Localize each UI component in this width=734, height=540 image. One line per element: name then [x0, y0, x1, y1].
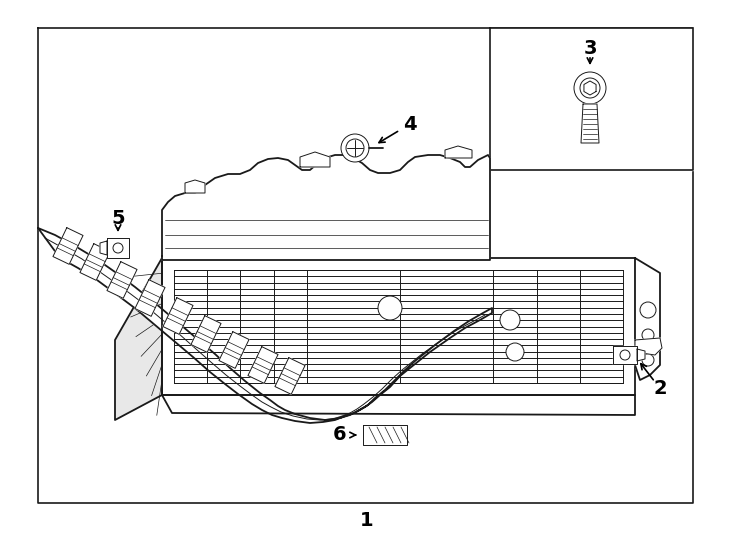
Text: 2: 2: [653, 379, 666, 397]
Polygon shape: [107, 238, 129, 258]
Circle shape: [113, 243, 123, 253]
Polygon shape: [275, 357, 305, 394]
Polygon shape: [135, 280, 165, 316]
Text: 1: 1: [360, 510, 374, 530]
Circle shape: [640, 302, 656, 318]
Circle shape: [642, 329, 654, 341]
Polygon shape: [635, 258, 660, 380]
Circle shape: [642, 354, 654, 366]
Polygon shape: [107, 262, 137, 298]
Polygon shape: [163, 298, 193, 334]
Polygon shape: [584, 81, 596, 95]
Circle shape: [341, 134, 369, 162]
Polygon shape: [191, 316, 221, 352]
Text: 4: 4: [403, 116, 417, 134]
Polygon shape: [174, 270, 623, 383]
Text: 3: 3: [584, 38, 597, 57]
Polygon shape: [635, 338, 662, 355]
Polygon shape: [490, 28, 693, 170]
Polygon shape: [162, 395, 635, 415]
Polygon shape: [445, 146, 472, 158]
Text: 6: 6: [333, 426, 346, 444]
Polygon shape: [185, 180, 205, 193]
Text: 5: 5: [111, 208, 125, 227]
Polygon shape: [581, 104, 599, 143]
Polygon shape: [38, 228, 492, 423]
Circle shape: [506, 343, 524, 361]
Circle shape: [500, 310, 520, 330]
Polygon shape: [613, 346, 637, 364]
Polygon shape: [162, 155, 490, 260]
Polygon shape: [300, 152, 330, 167]
Polygon shape: [100, 241, 107, 255]
Circle shape: [574, 72, 606, 104]
Polygon shape: [115, 258, 162, 420]
Polygon shape: [637, 349, 645, 361]
Circle shape: [378, 296, 402, 320]
Polygon shape: [53, 228, 83, 264]
Circle shape: [346, 139, 364, 157]
Circle shape: [580, 78, 600, 98]
Circle shape: [620, 350, 630, 360]
Polygon shape: [363, 425, 407, 445]
Polygon shape: [162, 258, 635, 395]
Polygon shape: [219, 332, 249, 368]
Polygon shape: [80, 244, 110, 280]
Polygon shape: [248, 347, 278, 383]
